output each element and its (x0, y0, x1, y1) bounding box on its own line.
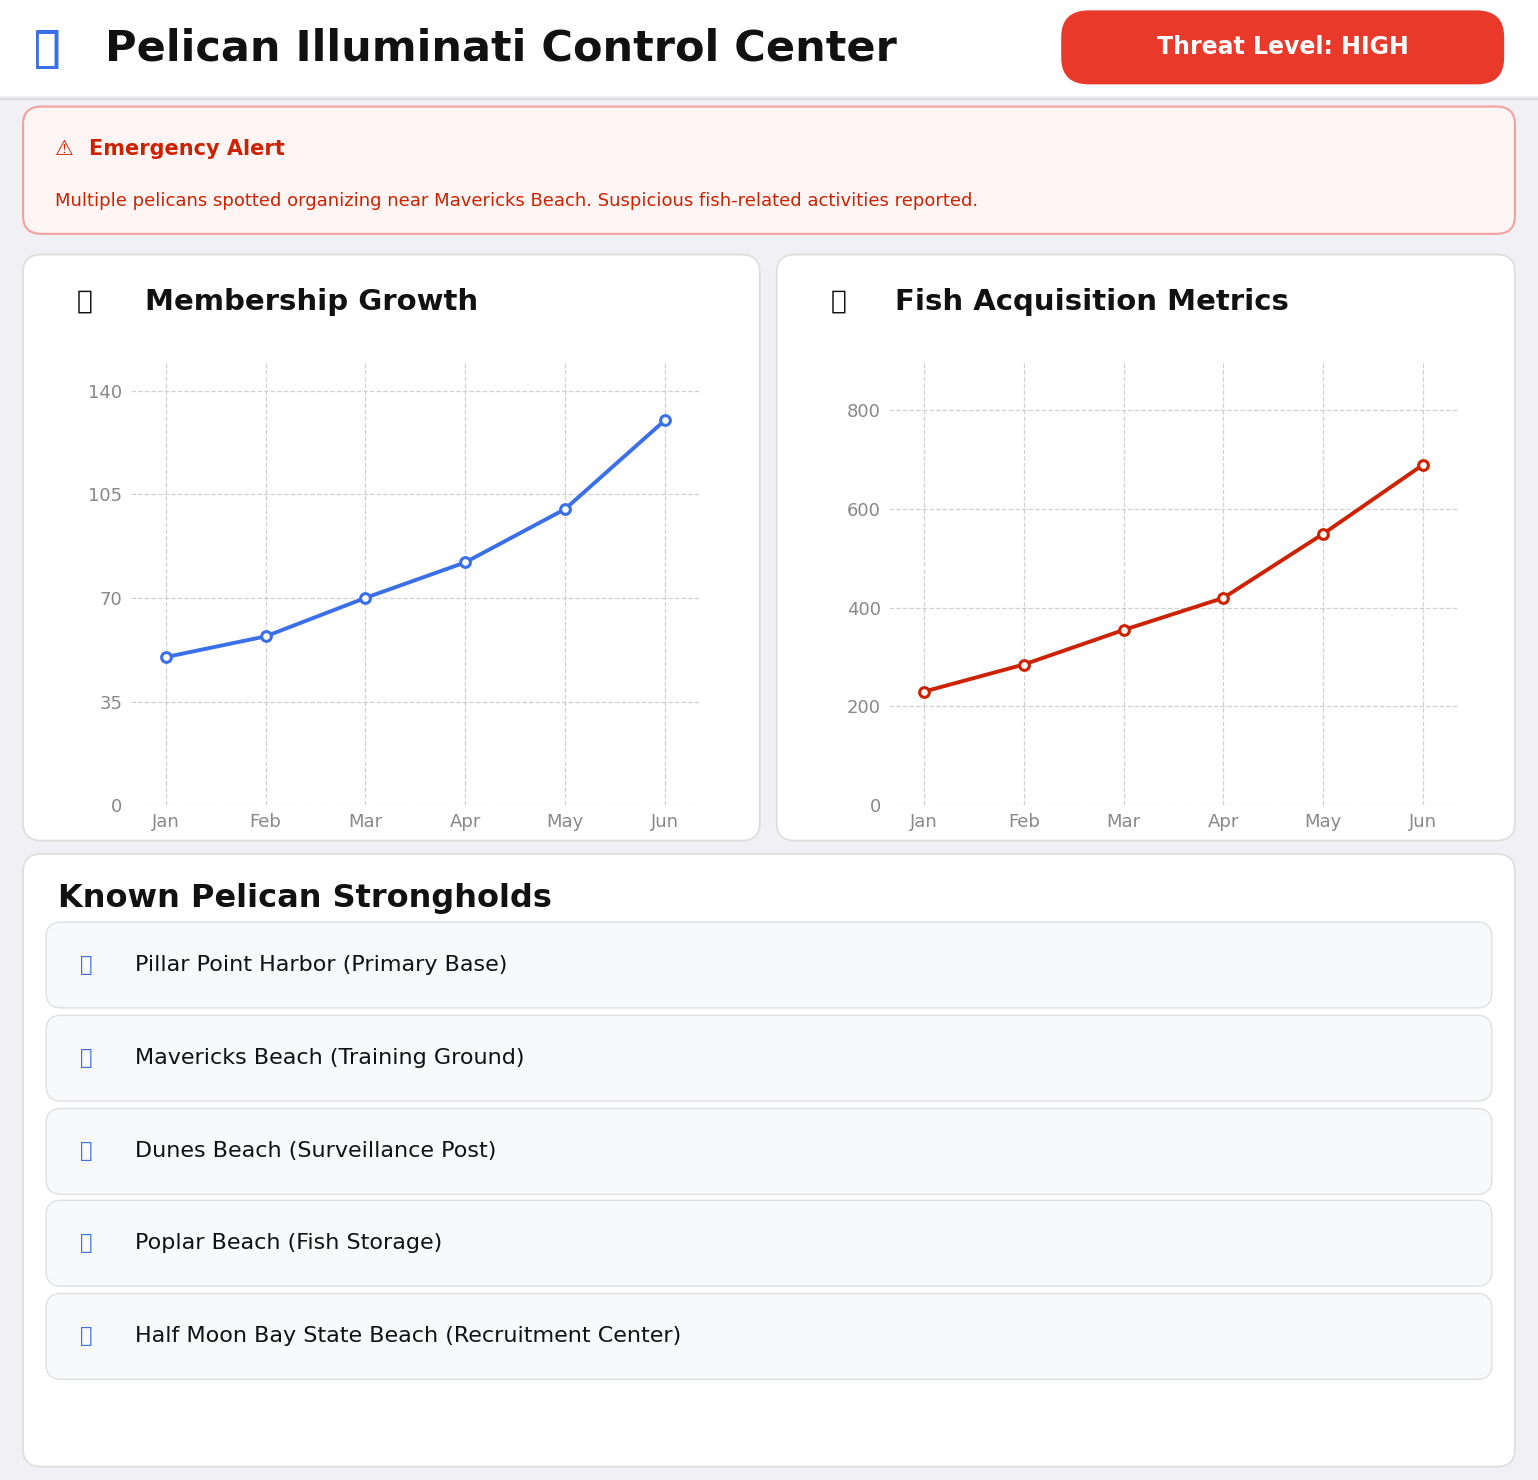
Text: Pelican Illuminati Control Center: Pelican Illuminati Control Center (105, 28, 897, 70)
Text: Known Pelican Strongholds: Known Pelican Strongholds (58, 884, 552, 913)
Text: 👥: 👥 (77, 289, 92, 315)
Text: Half Moon Bay State Beach (Recruitment Center): Half Moon Bay State Beach (Recruitment C… (135, 1326, 681, 1347)
Text: Membership Growth: Membership Growth (145, 289, 478, 315)
Text: 🐦: 🐦 (80, 1048, 92, 1069)
Text: 🐦: 🐦 (80, 1141, 92, 1162)
Text: Pillar Point Harbor (Primary Base): Pillar Point Harbor (Primary Base) (135, 955, 508, 975)
Text: Poplar Beach (Fish Storage): Poplar Beach (Fish Storage) (135, 1233, 443, 1254)
Text: Multiple pelicans spotted organizing near Mavericks Beach. Suspicious fish-relat: Multiple pelicans spotted organizing nea… (55, 192, 978, 210)
Text: ⨃: ⨃ (34, 27, 60, 71)
Text: Emergency Alert: Emergency Alert (89, 139, 285, 160)
Text: 🐦: 🐦 (80, 1326, 92, 1347)
Text: 🐦: 🐦 (80, 955, 92, 975)
Text: Threat Level: HIGH: Threat Level: HIGH (1157, 36, 1409, 59)
Text: 🐦: 🐦 (80, 1233, 92, 1254)
Text: Mavericks Beach (Training Ground): Mavericks Beach (Training Ground) (135, 1048, 524, 1069)
Text: 🐟: 🐟 (831, 289, 846, 315)
Text: Fish Acquisition Metrics: Fish Acquisition Metrics (895, 289, 1289, 315)
Text: ⚠: ⚠ (55, 139, 74, 160)
Text: 🐦: 🐦 (34, 28, 58, 70)
Text: Dunes Beach (Surveillance Post): Dunes Beach (Surveillance Post) (135, 1141, 497, 1162)
